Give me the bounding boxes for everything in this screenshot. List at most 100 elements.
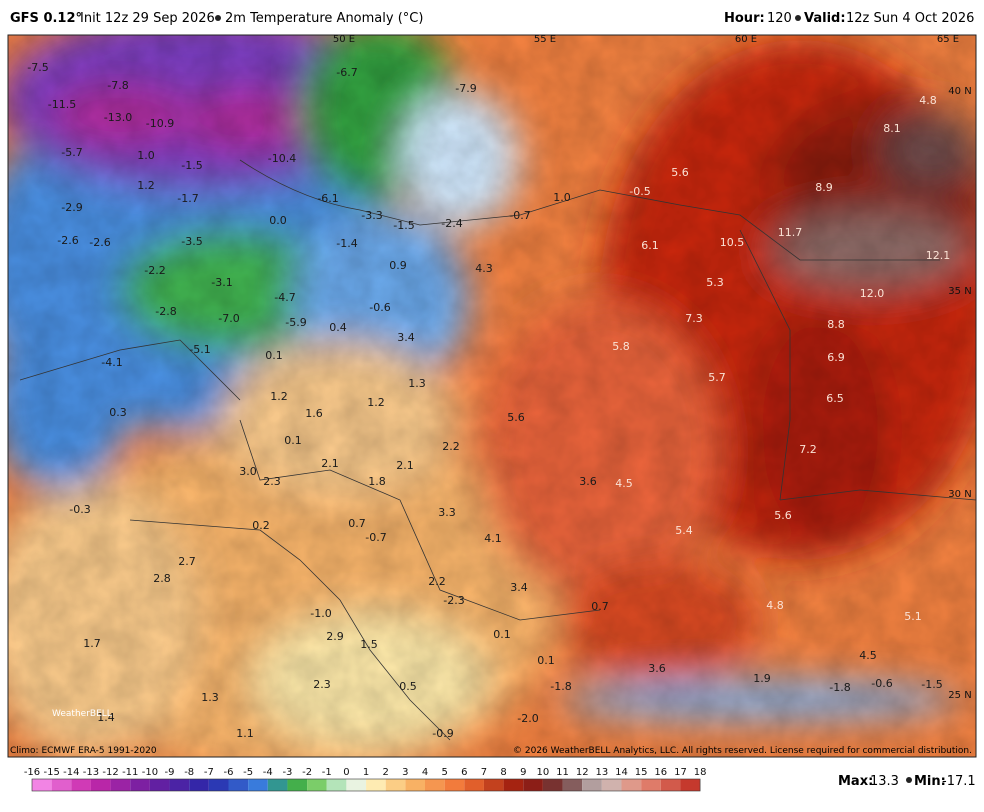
colorbar-tick-label: 4 [422,767,428,778]
climo: Climo: ECMWF ERA-5 1991-2020 [10,746,157,756]
colorbar-tick-label: 9 [520,767,526,778]
valid-label: Valid: [804,11,846,26]
anomaly-label: -11.5 [48,98,76,111]
colorbar-cell [307,779,327,791]
colorbar-tick-label: 14 [615,767,628,778]
colorbar-tick-label: 3 [402,767,408,778]
anomaly-label: 1.6 [305,407,323,420]
colorbar-tick-label: -6 [224,767,234,778]
colorbar-cell [621,779,642,791]
anomaly-label: 5.1 [904,610,922,623]
colorbar-tick-label: 2 [383,767,389,778]
colorbar-cell [542,779,563,791]
colorbar-cell [660,779,681,791]
anomaly-label: -7.5 [27,61,48,74]
colorbar-tick-label: -9 [165,767,175,778]
anomaly-label: 0.1 [284,434,302,447]
anomaly-label: -1.0 [310,607,331,620]
anomaly-label: -0.3 [69,503,90,516]
colorbar-cell [228,779,249,791]
anomaly-label: 1.0 [137,149,155,162]
anomaly-label: 4.8 [919,94,937,107]
anomaly-label: 7.2 [799,443,817,456]
grid-label: 30 N [948,489,971,500]
colorbar-tick-label: -4 [263,767,273,778]
colorbar-tick-label: -3 [282,767,292,778]
anomaly-label: 5.6 [507,411,525,424]
colorbar-cell [464,779,484,791]
colorbar-tick-label: 15 [635,767,648,778]
separator [906,777,912,783]
colorbar-cell [267,779,288,791]
anomaly-label: -2.3 [443,594,464,607]
colorbar-tick-label: -10 [142,767,158,778]
map-labels: 50 E 55 E 60 E 65 E 40 N 35 N 30 N 25 N -7.5 -7.8… [27,34,971,740]
anomaly-label: 5.4 [675,524,693,537]
anomaly-label: 1.2 [270,390,288,403]
colorbar-tick-label: -14 [63,767,79,778]
anomaly-label: 2.1 [396,459,414,472]
colorbar-cell [562,779,583,791]
grid-label: 40 N [948,86,971,97]
anomaly-label: 8.1 [883,122,901,135]
colorbar-tick-label: -7 [204,767,214,778]
anomaly-label: 2.9 [326,630,344,643]
anomaly-label: -3.5 [181,235,202,248]
anomaly-label: 1.9 [753,672,771,685]
grid-label: 50 E [333,34,355,45]
anomaly-label: 4.8 [766,599,784,612]
colorbar-tick-label: -8 [184,767,194,778]
colorbar-tick-label: -1 [322,767,332,778]
colorbar-tick-label: -12 [102,767,118,778]
colorbar-tick-label: 18 [694,767,707,778]
anomaly-label: 8.8 [827,318,845,331]
anomaly-label: -10.4 [268,152,296,165]
anomaly-label: -5.1 [189,343,210,356]
hour: 120 [767,11,792,26]
colorbar-tick-label: -16 [24,767,40,778]
colorbar-tick-label: 11 [556,767,569,778]
anomaly-label: 1.3 [408,377,426,390]
anomaly-label: 3.3 [438,506,456,519]
anomaly-label: -0.6 [369,301,390,314]
anomaly-label: -1.8 [829,681,850,694]
anomaly-label: 2.2 [442,440,460,453]
anomaly-label: 1.3 [201,691,219,704]
colorbar-cell [169,779,190,791]
grid-label: 55 E [534,34,556,45]
colorbar-tick-label: 5 [441,767,447,778]
colorbar-tick-label: 17 [674,767,687,778]
anomaly-label: 3.6 [648,662,666,675]
anomaly-label: 0.7 [348,517,366,530]
colorbar-cell [149,779,170,791]
anomaly-label: 10.5 [720,236,745,249]
colorbar-cell [641,779,661,791]
max: 13.3 [870,774,899,789]
anomaly-label: -10.9 [146,117,174,130]
anomaly-label: 2.1 [321,457,339,470]
colorbar-cell [208,779,229,791]
colorbar-tick-label: -2 [302,767,312,778]
colorbar-cell [32,779,52,791]
anomaly-label: 6.9 [827,351,845,364]
colorbar-cell [582,779,602,791]
anomaly-label: -2.6 [89,236,110,249]
anomaly-label: 3.0 [239,465,257,478]
anomaly-label: -0.5 [629,185,650,198]
anomaly-label: 0.7 [591,600,609,613]
anomaly-label: -1.5 [921,678,942,691]
anomaly-label: 1.2 [137,179,155,192]
colorbar-tick-label: -11 [122,767,138,778]
anomaly-label: 3.4 [397,331,415,344]
anomaly-label: -6.7 [336,66,357,79]
colorbar-tick-label: -13 [83,767,99,778]
colorbar-cell [405,779,425,791]
colorbar-tick-label: 13 [595,767,608,778]
valid: 12z Sun 4 Oct 2026 [846,11,974,26]
anomaly-label: -0.7 [365,531,386,544]
anomaly-label: 1.4 [97,711,115,724]
anomaly-label: 2.3 [313,678,331,691]
anomaly-label: 0.1 [265,349,283,362]
map-frame [7,34,977,758]
colorbar-tick-label: 10 [537,767,550,778]
